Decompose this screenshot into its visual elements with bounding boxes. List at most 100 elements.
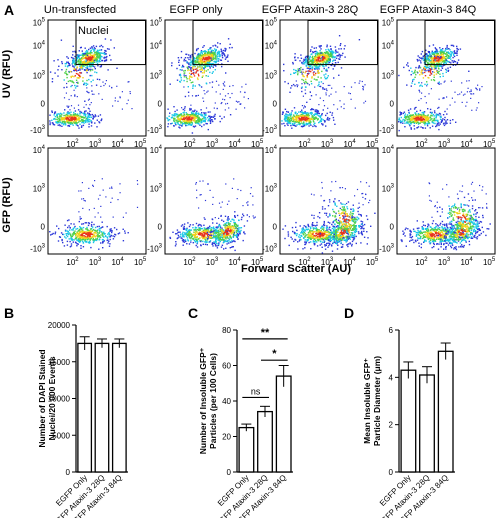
- event-dot: [90, 231, 92, 233]
- event-dot: [93, 47, 96, 49]
- event-dot: [189, 116, 191, 118]
- event-dot: [330, 234, 332, 236]
- flow-title-egfp-only: EGFP only: [170, 4, 223, 16]
- event-dot: [325, 212, 328, 215]
- event-dot: [229, 240, 231, 243]
- event-dot: [92, 60, 94, 62]
- event-dot: [292, 230, 294, 233]
- event-dot: [221, 219, 223, 221]
- event-dot: [304, 112, 306, 114]
- event-dot: [336, 55, 338, 57]
- event-dot: [57, 75, 59, 77]
- event-dot: [111, 186, 113, 188]
- event-dot: [308, 67, 310, 69]
- event-dot: [331, 245, 333, 247]
- event-dot: [95, 57, 97, 59]
- event-dot: [343, 236, 345, 238]
- event-dot: [227, 229, 229, 231]
- event-dot: [91, 113, 94, 116]
- event-dot: [336, 226, 338, 228]
- event-dot: [353, 237, 356, 239]
- event-dot: [196, 69, 198, 72]
- event-dot: [316, 241, 318, 243]
- event-dot: [211, 55, 214, 57]
- event-dot: [221, 238, 223, 241]
- event-dot: [79, 240, 82, 243]
- event-dot: [220, 206, 222, 208]
- event-dot: [65, 72, 67, 75]
- event-dot: [218, 242, 220, 244]
- event-dot: [220, 231, 223, 233]
- event-dot: [169, 83, 171, 85]
- event-dot: [314, 125, 316, 127]
- event-dot: [332, 51, 334, 54]
- event-dot: [217, 239, 219, 241]
- event-dot: [229, 236, 231, 238]
- event-dot: [185, 75, 187, 77]
- event-dot: [86, 57, 88, 60]
- event-dot: [95, 59, 98, 62]
- event-dot: [197, 69, 199, 72]
- event-dot: [233, 178, 235, 180]
- event-dot: [105, 53, 107, 55]
- event-dot: [318, 60, 320, 62]
- event-dot: [72, 116, 74, 118]
- event-dot: [92, 56, 94, 59]
- event-dot: [72, 113, 75, 116]
- event-dot: [90, 233, 93, 235]
- event-dot: [89, 51, 92, 53]
- event-dot: [204, 119, 206, 122]
- event-dot: [288, 121, 290, 123]
- event-dot: [77, 73, 79, 75]
- event-dot: [99, 227, 101, 230]
- event-dot: [361, 227, 363, 229]
- event-dot: [324, 248, 327, 250]
- event-dot: [300, 111, 302, 113]
- event-dot: [310, 66, 312, 68]
- event-dot: [73, 227, 76, 229]
- event-dot: [178, 64, 181, 66]
- event-dot: [340, 246, 343, 248]
- event-dot: [171, 64, 173, 67]
- event-dot: [295, 120, 297, 122]
- event-dot: [322, 55, 325, 57]
- event-dot: [53, 118, 55, 120]
- event-dot: [188, 72, 191, 74]
- event-dot: [192, 85, 194, 87]
- event-dot: [191, 67, 194, 70]
- event-dot: [98, 235, 101, 238]
- event-dot: [224, 99, 226, 101]
- event-dot: [90, 230, 92, 232]
- event-dot: [312, 61, 315, 63]
- event-dot: [323, 229, 325, 232]
- event-dot: [199, 68, 201, 71]
- event-dot: [173, 113, 176, 115]
- event-dot: [225, 247, 227, 249]
- event-dot: [54, 115, 57, 118]
- event-dot: [357, 231, 360, 233]
- event-dot: [210, 47, 212, 49]
- event-dot: [82, 116, 84, 118]
- event-dot: [77, 243, 79, 245]
- event-dot: [90, 232, 92, 234]
- event-dot: [78, 54, 80, 56]
- event-dot: [297, 121, 299, 124]
- event-dot: [196, 189, 198, 191]
- event-dot: [225, 72, 227, 74]
- event-dot: [211, 242, 214, 244]
- event-dot: [81, 232, 84, 234]
- event-dot: [86, 67, 89, 69]
- event-dot: [316, 66, 318, 69]
- event-dot: [185, 229, 187, 232]
- event-dot: [65, 70, 67, 73]
- event-dot: [230, 233, 232, 235]
- event-dot: [67, 230, 69, 233]
- event-dot: [203, 115, 205, 118]
- event-dot: [190, 115, 192, 118]
- event-dot: [366, 231, 368, 233]
- event-dot: [196, 57, 198, 59]
- event-dot: [311, 223, 313, 225]
- event-dot: [322, 62, 324, 65]
- event-dot: [217, 244, 220, 247]
- event-dot: [288, 120, 290, 122]
